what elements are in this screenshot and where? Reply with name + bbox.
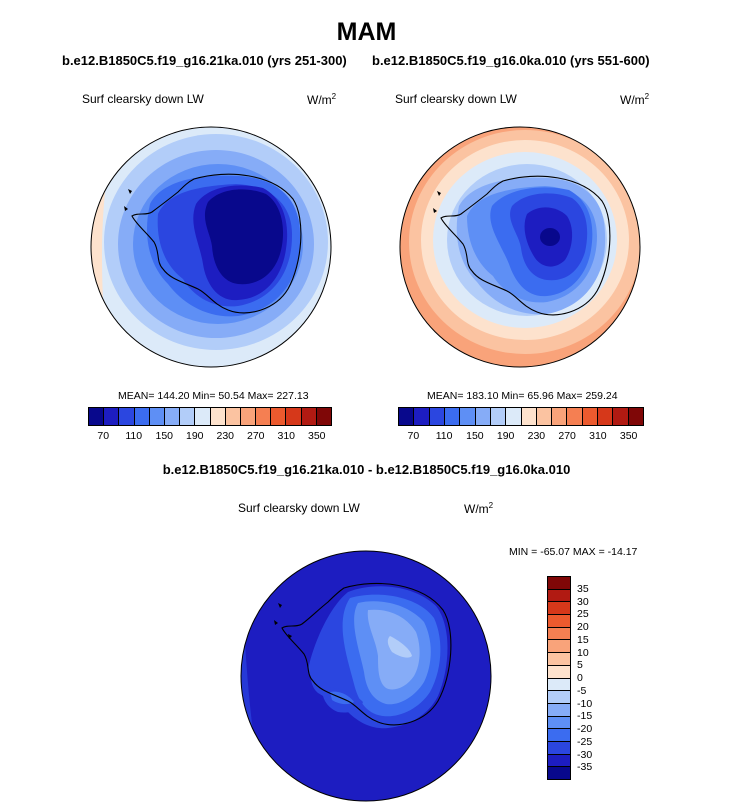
diff-stats: MIN = -65.07 MAX = -14.17: [509, 546, 638, 558]
diff-colorbar-tick-label: 25: [577, 608, 589, 621]
panel-1-subtitle: b.e12.B1850C5.f19_g16.21ka.010 (yrs 251-…: [62, 53, 347, 68]
diff-colorbar-swatch-6: [548, 653, 570, 666]
diff-colorbar: [547, 576, 571, 780]
diff-colorbar-tick-label: 10: [577, 646, 589, 659]
panel-1-colorbar-tick-label: 230: [216, 430, 235, 442]
diff-colorbar-swatch-9: [548, 691, 570, 704]
panel-1-colorbar-tick-label: 190: [185, 430, 204, 442]
panel-2-colorbar-swatch-4: [460, 408, 476, 425]
panel-2-colorbar-tick-label: 270: [558, 430, 576, 442]
diff-colorbar-swatch-0: [548, 577, 570, 590]
panel-1-colorbar-swatch-14: [301, 408, 317, 425]
diff-colorbar-tick-label: -15: [577, 710, 593, 723]
panel-1-colorbar-tick-label: 270: [246, 430, 265, 442]
diff-colorbar-swatch-2: [548, 602, 570, 616]
panel-1-colorbar: 70 110 150 190 230 270 310 350: [88, 407, 332, 442]
diff-colorbar-swatch-13: [548, 741, 570, 755]
panel-2-colorbar-swatch-12: [582, 408, 599, 425]
panel-2-colorbar-tick-label: 230: [527, 430, 546, 442]
diff-colorbar-tick-label: -30: [577, 748, 593, 761]
panel-2-subtitle: b.e12.B1850C5.f19_g16.0ka.010 (yrs 551-6…: [372, 53, 650, 68]
diff-colorbar-tick-label: -20: [577, 723, 593, 735]
panel-1-colorbar-swatch-1: [104, 408, 120, 425]
diff-colorbar-tick-label: 5: [577, 659, 583, 672]
diff-colorbar-swatch-11: [548, 716, 570, 730]
panel-2-colorbar-swatch-11: [567, 408, 583, 425]
difference-title: b.e12.B1850C5.f19_g16.21ka.010 - b.e12.B…: [162, 462, 571, 477]
panel-2-colorbar: 70 110 150 190 230 270 310 350: [398, 407, 644, 442]
panel-2-colorbar-tick-label: 350: [619, 430, 638, 442]
panel-1-colorbar-swatch-15: [316, 408, 331, 425]
diff-colorbar-swatch-4: [548, 627, 570, 641]
panel-1-colorbar-swatch-0: [89, 408, 105, 425]
panel-1-colorbar-tick-label: 70: [97, 430, 110, 442]
diff-colorbar-tick-label: 35: [577, 582, 589, 595]
panel-2-colorbar-swatch-6: [490, 408, 507, 425]
panel-1-units: W/m2: [307, 92, 337, 107]
panel-1-colorbar-swatch-10: [240, 408, 257, 425]
diff-colorbar-swatch-12: [548, 729, 570, 742]
panel-2-colorbar-tick-label: 150: [466, 430, 484, 442]
diff-colorbar-swatch-5: [548, 640, 570, 654]
figure-title: MAM: [336, 18, 397, 46]
panel-2-stats: MEAN= 183.10 Min= 65.96 Max= 259.24: [427, 390, 618, 402]
panel-2-colorbar-swatch-8: [521, 408, 537, 425]
difference-map: [240, 550, 492, 802]
panel-2-colorbar-swatch-9: [536, 408, 553, 425]
diff-colorbar-swatch-1: [548, 589, 570, 603]
panel-2-colorbar-tick-label: 70: [407, 430, 420, 442]
panel-2-colorbar-swatch-13: [598, 408, 614, 425]
panel-1-colorbar-swatch-5: [164, 408, 181, 425]
panel-1-colorbar-swatch-8: [210, 408, 226, 425]
panel-1-colorbar-swatch-12: [271, 408, 287, 425]
panel-2-colorbar-swatch-15: [628, 408, 643, 425]
panel-1-colorbar-tick-label: 110: [125, 430, 143, 442]
panel-2-colorbar-swatch-3: [444, 408, 461, 425]
panel-1-colorbar-swatch-13: [286, 408, 302, 425]
panel-2-map: [399, 126, 641, 368]
diff-colorbar-tick-label: 20: [577, 621, 589, 633]
panel-1-variable-label: Surf clearsky down LW: [82, 92, 204, 106]
panel-2-colorbar-tick-label: 190: [496, 430, 515, 442]
panel-2-colorbar-tick-label: 310: [589, 430, 607, 442]
panel-2-colorbar-tick-label: 110: [435, 430, 453, 442]
panel-2-colorbar-swatch-2: [429, 408, 445, 425]
panel-1-colorbar-tick-label: 350: [307, 430, 326, 442]
diff-colorbar-swatch-3: [548, 615, 570, 628]
panel-1-colorbar-tick-label: 310: [277, 430, 296, 442]
diff-colorbar-tick-label: -25: [577, 735, 593, 748]
panel-1-colorbar-swatch-4: [149, 408, 165, 425]
panel-1-map: [90, 126, 332, 368]
panel-2-colorbar-swatch-1: [414, 408, 430, 425]
diff-colorbar-tick-label: -5: [577, 684, 587, 697]
diff-colorbar-swatch-10: [548, 703, 570, 717]
diff-variable-label: Surf clearsky down LW: [238, 501, 360, 515]
diff-colorbar-tick-label: -35: [577, 761, 593, 774]
diff-colorbar-tick-label: 0: [577, 672, 583, 684]
panel-2-colorbar-swatch-0: [399, 408, 415, 425]
diff-colorbar-tick-label: 15: [577, 633, 589, 646]
panel-1-colorbar-swatch-6: [180, 408, 196, 425]
panel-2-units: W/m2: [620, 92, 650, 107]
panel-2-colorbar-swatch-7: [506, 408, 522, 425]
diff-colorbar-swatch-7: [548, 665, 570, 679]
panel-1-colorbar-tick-label: 150: [155, 430, 174, 442]
diff-colorbar-swatch-14: [548, 754, 570, 768]
diff-colorbar-swatch-8: [548, 678, 570, 692]
panel-1-colorbar-swatch-7: [195, 408, 211, 425]
panel-1-stats: MEAN= 144.20 Min= 50.54 Max= 227.13: [118, 390, 309, 402]
panel-2-colorbar-swatch-10: [552, 408, 568, 425]
diff-colorbar-tick-label: 30: [577, 595, 589, 608]
panel-2-colorbar-swatch-5: [475, 408, 491, 425]
diff-colorbar-tick-label: -10: [577, 697, 593, 710]
panel-1-colorbar-swatch-2: [119, 408, 135, 425]
panel-2-variable-label: Surf clearsky down LW: [395, 92, 517, 106]
diff-colorbar-swatch-15: [548, 767, 570, 779]
panel-2-colorbar-swatch-14: [613, 408, 629, 425]
panel-1-colorbar-swatch-9: [225, 408, 241, 425]
diff-units: W/m2: [464, 501, 494, 516]
panel-1-colorbar-swatch-11: [256, 408, 272, 425]
panel-1-colorbar-swatch-3: [134, 408, 150, 425]
